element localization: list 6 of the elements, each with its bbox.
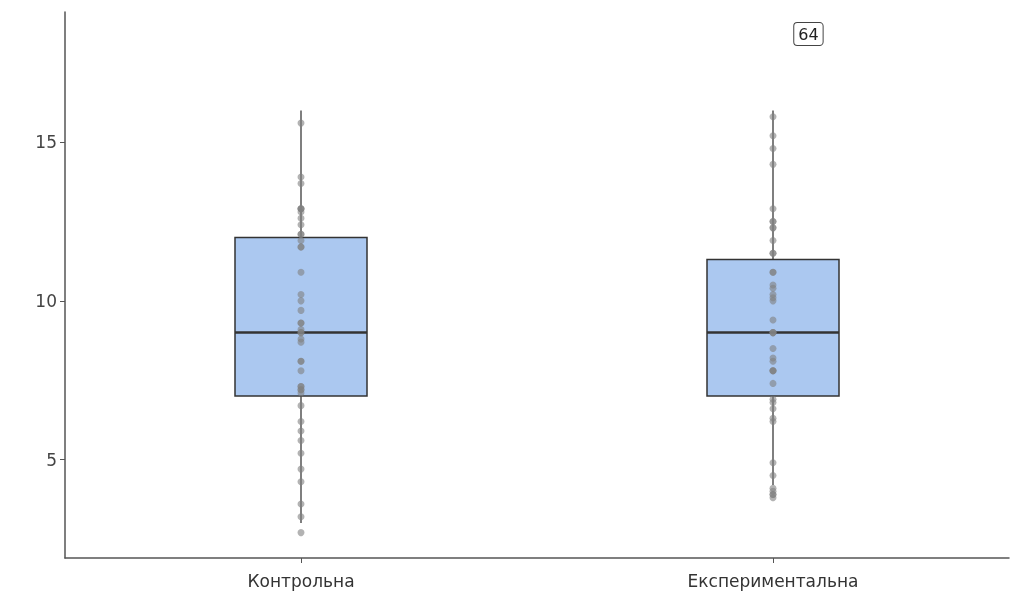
y-tick-label: 15	[35, 132, 57, 153]
y-tick-label: 10	[35, 290, 57, 311]
y-tick-label: 5	[46, 449, 57, 470]
x-tick-label: Експериментальна	[687, 570, 859, 591]
annotation: 64	[798, 24, 819, 44]
x-tick-label: Контрольна	[247, 570, 355, 591]
